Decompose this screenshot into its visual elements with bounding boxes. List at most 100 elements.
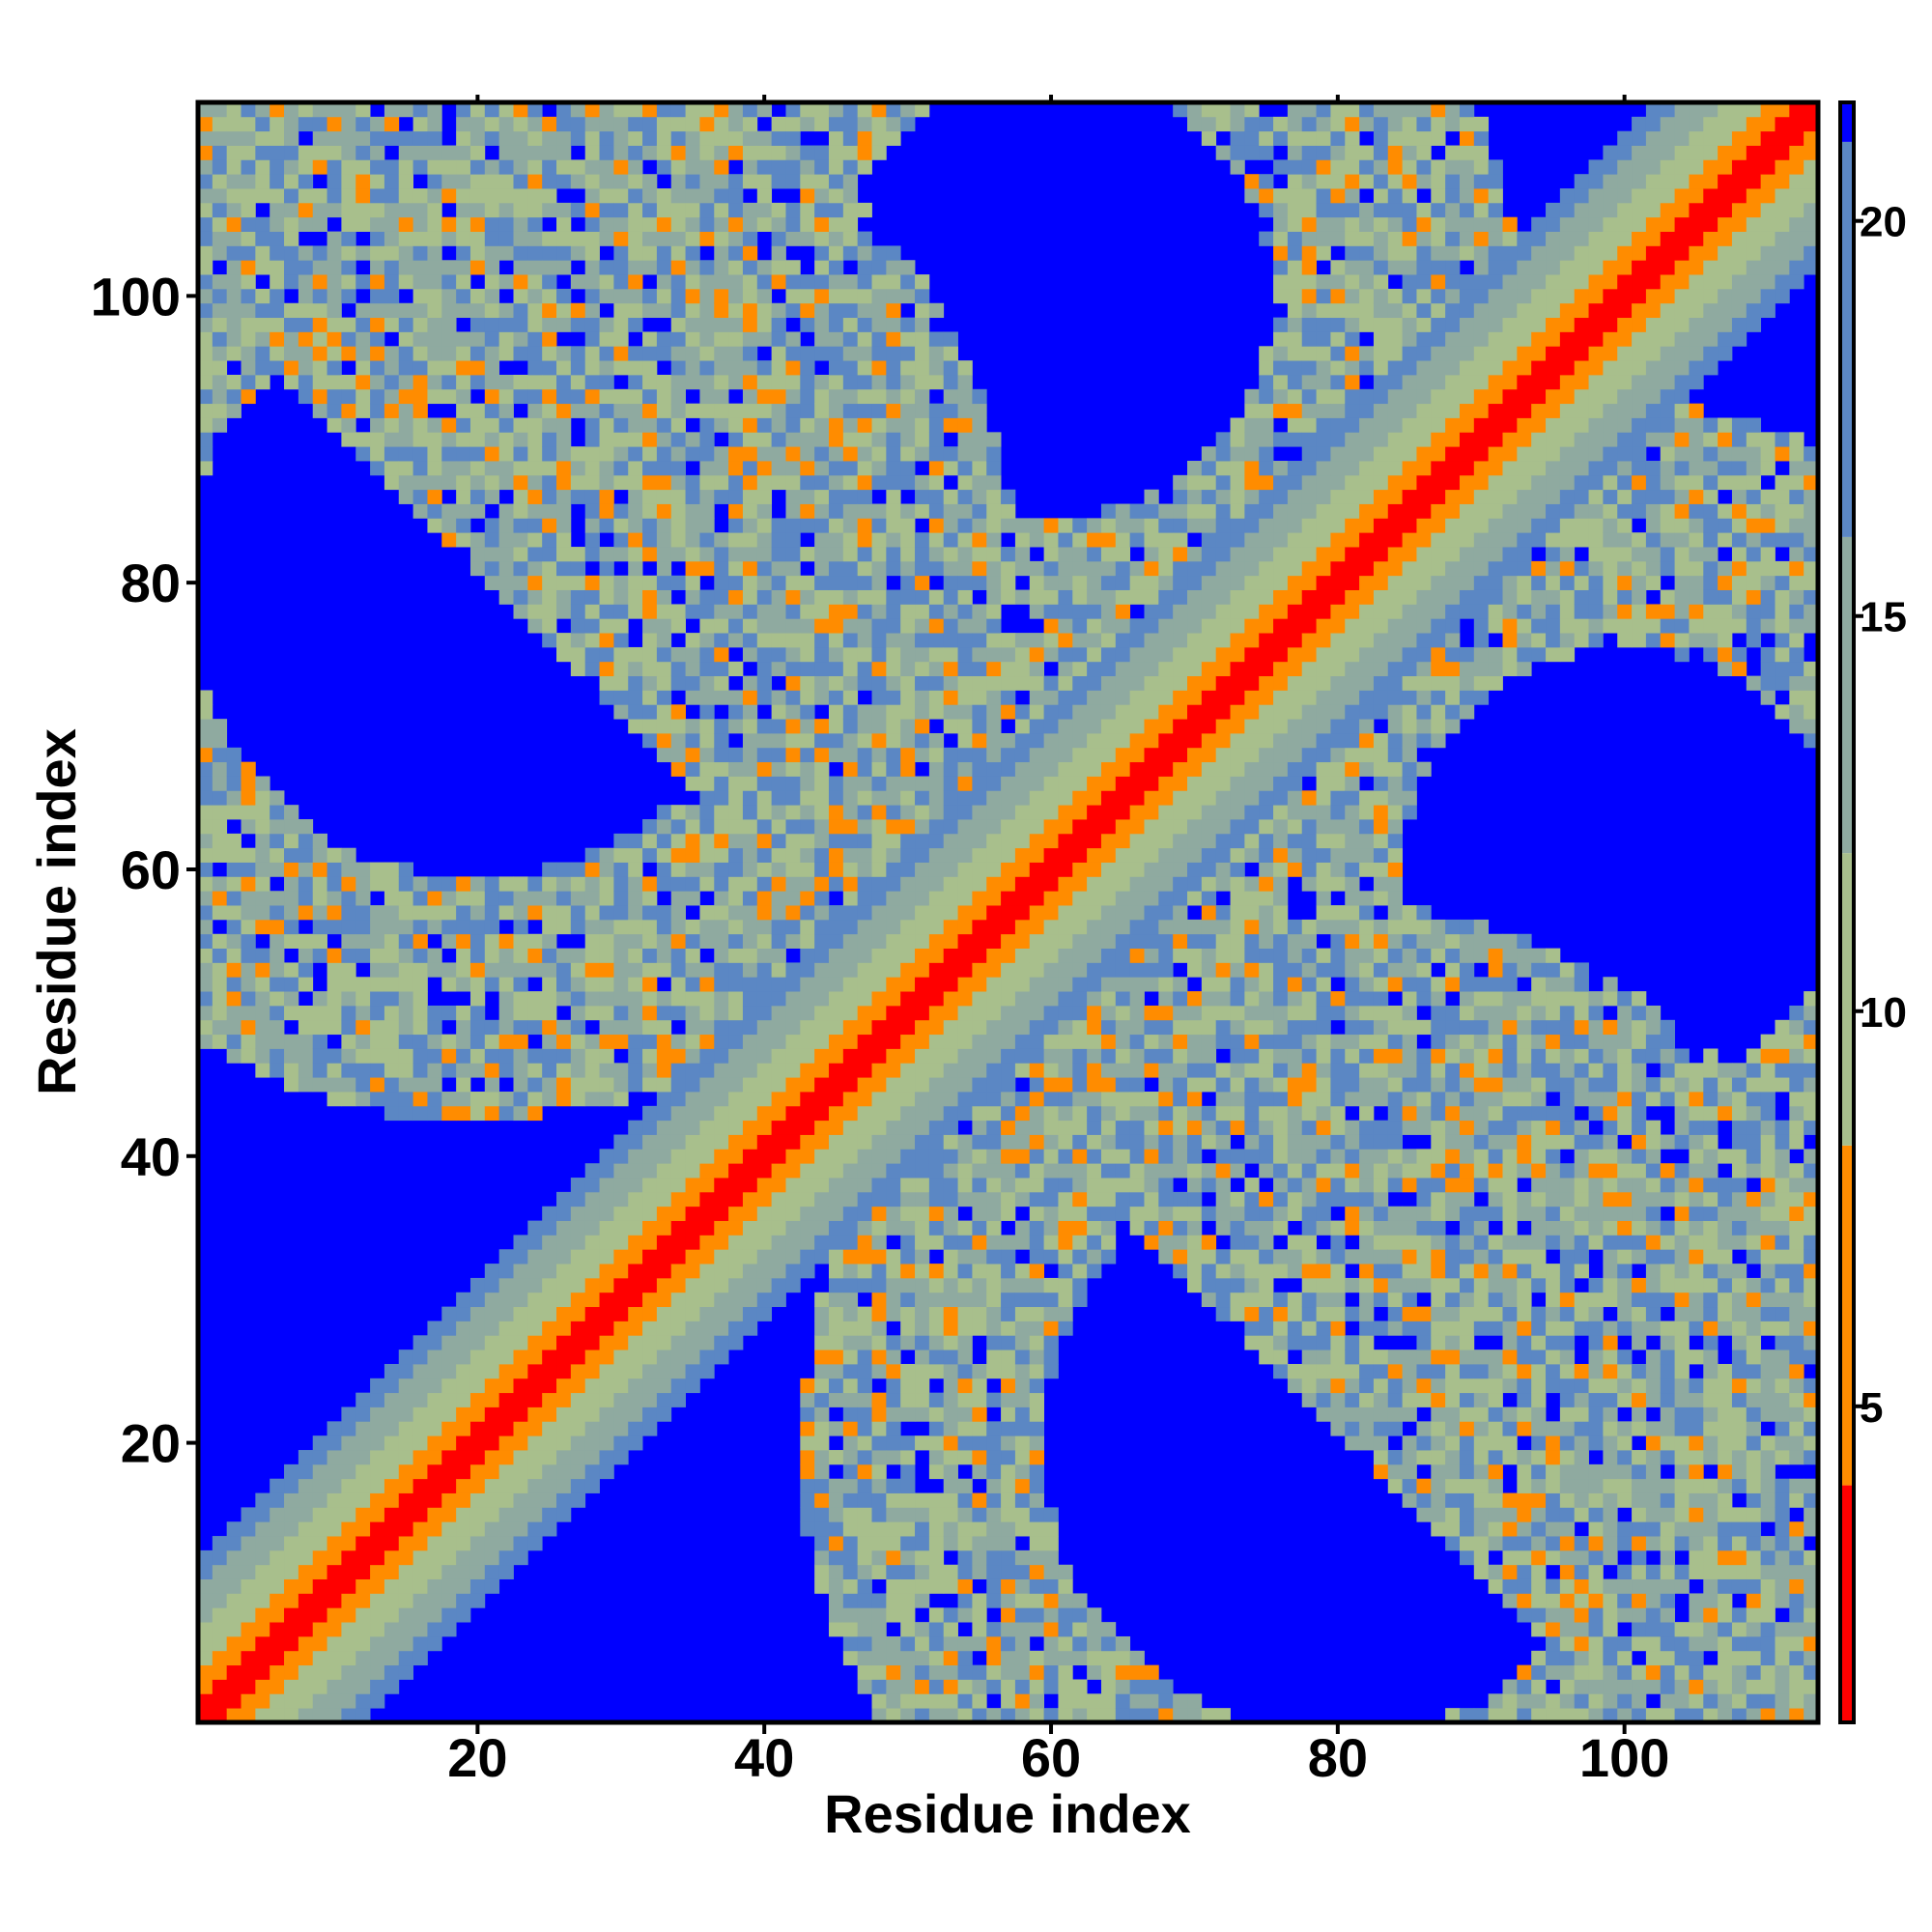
- heatmap-cell: [771, 202, 786, 218]
- heatmap-cell: [842, 188, 859, 204]
- heatmap-cell: [570, 1421, 586, 1436]
- heatmap-cell: [327, 1593, 342, 1608]
- heatmap-cell: [714, 145, 729, 160]
- heatmap-cell: [1058, 933, 1073, 949]
- heatmap-cell: [456, 102, 471, 118]
- heatmap-cell: [943, 1635, 958, 1652]
- heatmap-cell: [484, 1264, 500, 1279]
- heatmap-cell: [670, 202, 686, 218]
- heatmap-cell: [284, 962, 299, 978]
- heatmap-cell: [685, 604, 700, 619]
- heatmap-cell: [742, 761, 758, 777]
- heatmap-cell: [198, 374, 213, 390]
- heatmap-cell: [943, 1564, 958, 1579]
- heatmap-cell: [915, 1363, 930, 1379]
- heatmap-cell: [915, 661, 930, 677]
- heatmap-cell: [198, 948, 213, 963]
- heatmap-cell: [1129, 704, 1145, 720]
- heatmap-cell: [198, 1549, 213, 1566]
- heatmap-cell: [398, 1578, 414, 1594]
- heatmap-cell: [1072, 675, 1088, 691]
- heatmap-cell: [542, 360, 557, 376]
- heatmap-cell: [986, 1163, 1002, 1179]
- heatmap-cell: [542, 403, 557, 418]
- heatmap-cell: [298, 1607, 314, 1623]
- heatmap-cell: [613, 1077, 629, 1093]
- heatmap-cell: [1029, 1664, 1044, 1680]
- heatmap-cell: [255, 790, 270, 806]
- heatmap-cell: [656, 905, 672, 921]
- heatmap-cell: [384, 1578, 400, 1594]
- heatmap-cell: [398, 245, 414, 261]
- heatmap-cell: [456, 130, 471, 146]
- heatmap-cell: [498, 1392, 514, 1407]
- heatmap-cell: [915, 833, 930, 849]
- heatmap-cell: [427, 432, 442, 447]
- heatmap-cell: [542, 159, 557, 175]
- heatmap-cell: [742, 776, 758, 791]
- heatmap-cell: [312, 1463, 327, 1480]
- heatmap-cell: [498, 116, 514, 132]
- heatmap-cell: [728, 661, 744, 677]
- heatmap-cell: [756, 805, 773, 820]
- heatmap-cell: [441, 933, 457, 949]
- heatmap-cell: [886, 991, 901, 1007]
- heatmap-cell: [226, 274, 242, 290]
- heatmap-cell: [886, 761, 901, 777]
- heatmap-cell: [828, 776, 844, 791]
- heatmap-cell: [771, 446, 786, 462]
- heatmap-cell: [527, 962, 543, 978]
- heatmap-cell: [685, 231, 700, 246]
- heatmap-cell: [398, 1048, 414, 1064]
- heatmap-cell: [1029, 1549, 1044, 1566]
- heatmap-cell: [828, 446, 844, 462]
- heatmap-cell: [1043, 1350, 1059, 1365]
- heatmap-cell: [1115, 1635, 1131, 1652]
- heatmap-cell: [198, 432, 213, 447]
- heatmap-cell: [584, 174, 600, 189]
- heatmap-cell: [198, 905, 213, 921]
- heatmap-cell: [370, 1549, 385, 1566]
- heatmap-cell: [714, 905, 729, 921]
- heatmap-cell: [670, 159, 686, 175]
- heatmap-cell: [584, 862, 600, 877]
- heatmap-cell: [986, 819, 1002, 835]
- heatmap-cell: [742, 130, 758, 146]
- heatmap-cell: [498, 1536, 514, 1551]
- heatmap-cell: [284, 1622, 299, 1637]
- heatmap-cell: [556, 1019, 572, 1036]
- heatmap-cell: [1144, 933, 1159, 949]
- heatmap-cell: [527, 1264, 543, 1279]
- heatmap-cell: [484, 919, 500, 935]
- heatmap-cell: [1100, 1220, 1117, 1236]
- heatmap-cell: [742, 432, 758, 447]
- heatmap-cell: [628, 461, 643, 476]
- heatmap-cell: [957, 1321, 973, 1336]
- heatmap-cell: [900, 1277, 916, 1293]
- heatmap-cell: [886, 102, 901, 118]
- heatmap-cell: [915, 1092, 930, 1107]
- heatmap-cell: [456, 360, 471, 376]
- heatmap-cell: [513, 1306, 528, 1321]
- heatmap-cell: [943, 833, 958, 849]
- heatmap-cell: [412, 876, 428, 892]
- heatmap-cell: [871, 948, 887, 963]
- heatmap-cell: [900, 1092, 916, 1107]
- heatmap-cell: [957, 1019, 973, 1036]
- heatmap-cell: [871, 1206, 887, 1221]
- heatmap-cell: [527, 891, 543, 906]
- heatmap-cell: [370, 1693, 385, 1709]
- heatmap-cell: [742, 690, 758, 705]
- heatmap-cell: [384, 102, 400, 118]
- heatmap-cell: [828, 1063, 844, 1078]
- heatmap-cell: [1058, 1622, 1073, 1637]
- heatmap-cell: [756, 518, 773, 533]
- heatmap-cell: [1058, 1693, 1073, 1709]
- heatmap-cell: [957, 1693, 973, 1709]
- heatmap-cell: [915, 288, 930, 304]
- heatmap-cell: [1115, 876, 1131, 892]
- heatmap-cell: [771, 216, 786, 232]
- heatmap-cell: [800, 933, 815, 949]
- heatmap-cell: [498, 1363, 514, 1379]
- heatmap-cell: [469, 1578, 486, 1594]
